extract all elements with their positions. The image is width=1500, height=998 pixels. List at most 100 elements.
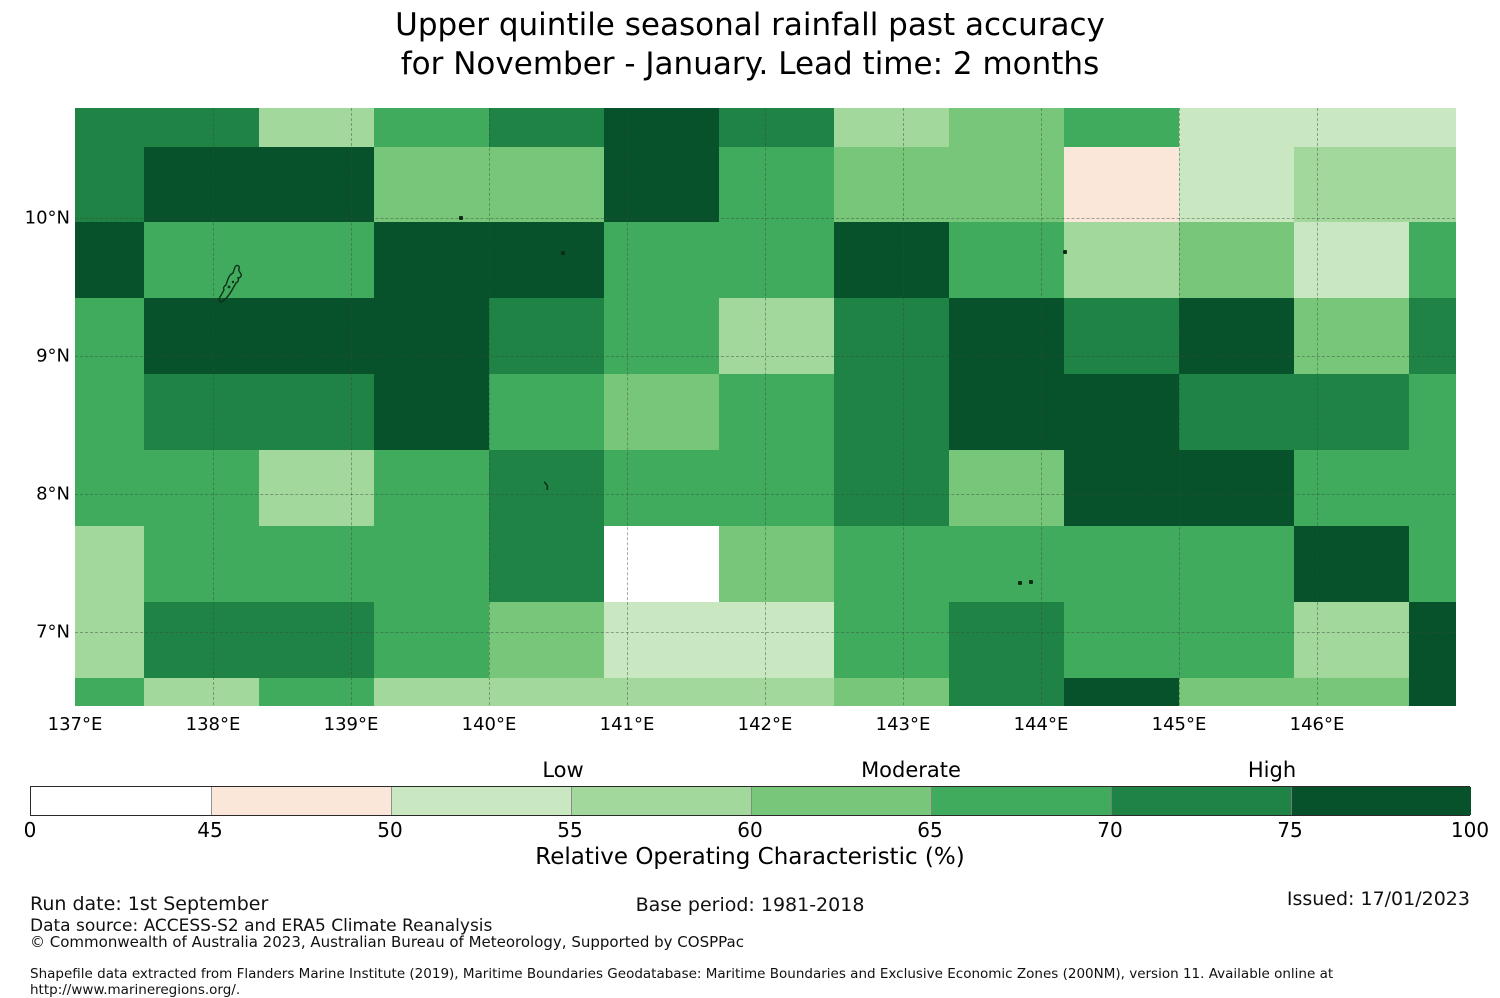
heatmap-cell — [948, 601, 1066, 679]
heatmap-cell — [834, 146, 950, 224]
colorbar-zone-label-low: Low — [542, 758, 584, 782]
heatmap-cell — [258, 146, 376, 224]
y-tick-label: 7°N — [36, 621, 70, 643]
heatmap-cell — [719, 146, 835, 224]
heatmap-cell — [948, 449, 1066, 527]
heatmap-cell — [75, 677, 145, 706]
heatmap-cell — [1064, 677, 1180, 706]
heatmap-cell — [144, 108, 260, 148]
issued-date-text: Issued: 17/01/2023 — [1286, 888, 1470, 910]
island-outline — [214, 264, 248, 310]
graticule-line-lat — [75, 494, 1455, 496]
graticule-line-lon — [351, 108, 352, 705]
heatmap-cell — [489, 108, 605, 148]
heatmap-cell — [1409, 222, 1456, 299]
heatmap-cell — [489, 374, 605, 451]
heatmap-cell — [75, 298, 145, 375]
title-line-1: Upper quintile seasonal rainfall past ac… — [395, 7, 1105, 43]
heatmap-cell — [1409, 146, 1456, 224]
graticule-line-lat — [75, 632, 1455, 634]
heatmap-cell — [258, 108, 376, 148]
heatmap-map — [75, 108, 1456, 706]
graticule-line-lon — [903, 108, 904, 705]
islet-dot — [1028, 579, 1033, 584]
heatmap-cell — [489, 146, 605, 224]
heatmap-cell — [75, 146, 145, 224]
heatmap-cell — [1064, 146, 1180, 224]
heatmap-cell — [1064, 108, 1180, 148]
colorbar-tick-label: 60 — [737, 818, 763, 842]
x-tick-label: 143°E — [875, 714, 931, 735]
heatmap-cell — [144, 449, 260, 527]
islet-dot — [1063, 250, 1068, 255]
heatmap-cell — [258, 374, 376, 451]
colorbar-segment — [391, 787, 571, 815]
heatmap-cell — [948, 146, 1066, 224]
heatmap-cell — [1409, 449, 1456, 527]
heatmap-cell — [1293, 677, 1411, 706]
base-period-text: Base period: 1981-2018 — [635, 894, 865, 916]
heatmap-cell — [1064, 601, 1180, 679]
heatmap-cell — [834, 677, 950, 706]
heatmap-cell — [603, 222, 721, 299]
graticule-line-lon — [765, 108, 766, 705]
heatmap-cell — [834, 525, 950, 603]
heatmap-cell — [1064, 222, 1180, 299]
heatmap-cell — [834, 108, 950, 148]
x-tick-label: 142°E — [737, 714, 793, 735]
heatmap-cell — [144, 374, 260, 451]
islet-squiggle — [543, 476, 551, 495]
colorbar-tick-label: 0 — [23, 818, 37, 842]
heatmap-cell — [75, 222, 145, 299]
heatmap-cell — [1179, 525, 1295, 603]
heatmap-cell — [144, 146, 260, 224]
heatmap-cell — [75, 525, 145, 603]
heatmap-cell — [719, 108, 835, 148]
heatmap-cell — [603, 374, 721, 451]
heatmap-cell — [1293, 449, 1411, 527]
heatmap-cell — [603, 449, 721, 527]
heatmap-cell — [1293, 525, 1411, 603]
graticule-line-lon — [213, 108, 214, 705]
y-tick-label: 9°N — [36, 345, 70, 367]
heatmap-cell — [374, 374, 490, 451]
heatmap-cell — [374, 525, 490, 603]
heatmap-cell — [1179, 449, 1295, 527]
heatmap-cell — [489, 601, 605, 679]
colorbar-zone-label-high: High — [1247, 758, 1297, 782]
heatmap-cell — [834, 601, 950, 679]
heatmap-cell — [948, 525, 1066, 603]
page-title: Upper quintile seasonal rainfall past ac… — [0, 6, 1500, 84]
colorbar-tick-label: 75 — [1277, 818, 1303, 842]
heatmap-cell — [834, 449, 950, 527]
heatmap-cell — [948, 374, 1066, 451]
title-line-2: for November - January. Lead time: 2 mon… — [400, 46, 1100, 82]
heatmap-cell — [75, 449, 145, 527]
islet-dot — [1017, 580, 1022, 585]
x-tick-label: 144°E — [1013, 714, 1069, 735]
heatmap-cell — [1409, 677, 1456, 706]
heatmap-cell — [834, 298, 950, 375]
heatmap-cell — [489, 222, 605, 299]
heatmap-cell — [374, 601, 490, 679]
heatmap-cell — [1293, 374, 1411, 451]
heatmap-cell — [603, 146, 721, 224]
heatmap-cell — [144, 222, 260, 299]
heatmap-cell — [75, 601, 145, 679]
graticule-line-lon — [627, 108, 628, 705]
y-tick-label: 8°N — [36, 483, 70, 505]
heatmap-cell — [1064, 298, 1180, 375]
heatmap-cell — [489, 677, 605, 706]
heatmap-cell — [144, 677, 260, 706]
heatmap-cell — [1064, 449, 1180, 527]
heatmap-cell — [948, 222, 1066, 299]
heatmap-cell — [1179, 374, 1295, 451]
heatmap-cell — [1064, 374, 1180, 451]
heatmap-cell — [144, 601, 260, 679]
colorbar-tick-label: 65 — [917, 818, 943, 842]
colorbar-tick-label: 45 — [197, 818, 223, 842]
heatmap-cell — [258, 298, 376, 375]
colorbar-segment — [31, 787, 211, 815]
heatmap-cell — [1179, 298, 1295, 375]
heatmap-cell — [603, 677, 721, 706]
